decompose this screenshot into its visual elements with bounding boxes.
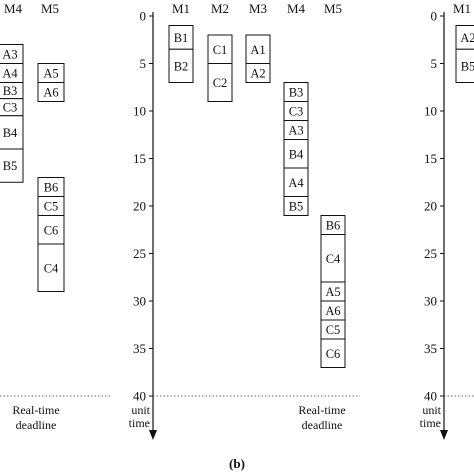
center-job-block-a2 xyxy=(245,63,271,83)
center-tick-label-0: 0 xyxy=(140,9,147,24)
center-tick-label-40: 40 xyxy=(133,389,146,404)
center-job-label-c1: C1 xyxy=(213,43,228,57)
left-job-label-b5: B5 xyxy=(3,159,18,173)
center-machine-label-m2: M2 xyxy=(211,1,229,16)
left-deadline-label-line2: deadline xyxy=(16,418,57,432)
right-tick-label-0: 0 xyxy=(431,9,438,24)
left-job-label-a3: A3 xyxy=(2,48,17,62)
left-job-block-c4 xyxy=(37,243,65,292)
center-job-label-a4: A4 xyxy=(288,176,304,190)
right-tick-label-10: 10 xyxy=(424,104,437,119)
center-machine-label-m1: M1 xyxy=(172,1,190,16)
left-job-label-c3: C3 xyxy=(3,101,18,115)
left-job-block-b5 xyxy=(0,148,24,183)
center-tick-label-20: 20 xyxy=(133,199,146,214)
center-job-block-c2 xyxy=(207,63,233,102)
left-job-label-a6: A6 xyxy=(43,86,58,100)
right-machine-label-m1: M1 xyxy=(453,1,471,16)
center-machine-label-m5: M5 xyxy=(324,1,342,16)
left-machine-label-m4: M4 xyxy=(4,1,23,16)
center-job-label-c6: C6 xyxy=(326,347,341,361)
center-deadline-label-line1: Real-time xyxy=(298,403,345,417)
left-machine-label-m5: M5 xyxy=(41,1,59,16)
figure-caption: (b) xyxy=(229,456,245,471)
left-job-block-c6 xyxy=(37,215,65,245)
center-schedule-columns: B1 B2 C1 C2 A1 A2 B3 C3 A3 B4 A4 B5 B6 C4 A5 A6 C5 C6 xyxy=(168,25,346,368)
left-schedule-columns: A3 A4 B3 C3 B4 B5 A5 A6 B6 C5 C6 C4 xyxy=(0,44,65,292)
center-job-block-c6 xyxy=(320,338,346,368)
center-job-block-c1 xyxy=(207,34,233,64)
center-job-label-b5: B5 xyxy=(289,200,304,214)
right-unit-label-line1: unit xyxy=(422,403,441,417)
center-job-label-b4: B4 xyxy=(289,147,304,161)
right-job-block-b5 xyxy=(455,48,474,83)
left-job-label-b3: B3 xyxy=(3,84,18,98)
right-tick-label-25: 25 xyxy=(424,246,437,261)
center-job-block-b4 xyxy=(283,139,309,169)
right-axis-arrowhead xyxy=(440,430,448,440)
right-unit-label-line2: time xyxy=(420,416,441,430)
center-job-label-a3: A3 xyxy=(288,124,303,138)
center-tick-label-25: 25 xyxy=(133,246,146,261)
left-job-label-b6: B6 xyxy=(44,181,59,195)
center-unit-label-line2: time xyxy=(129,416,150,430)
left-job-label-c6: C6 xyxy=(44,223,59,237)
center-job-label-c4: C4 xyxy=(326,252,341,266)
right-tick-label-35: 35 xyxy=(424,341,437,356)
center-job-block-a1 xyxy=(245,34,271,64)
center-axis-arrowhead xyxy=(149,430,157,440)
right-job-label-b5: B5 xyxy=(461,59,474,73)
center-job-label-a6: A6 xyxy=(325,304,340,318)
right-tick-label-5: 5 xyxy=(431,56,438,71)
left-job-label-a5: A5 xyxy=(43,67,58,81)
left-job-label-a4: A4 xyxy=(2,67,18,81)
center-job-block-c4 xyxy=(320,234,346,283)
right-job-label-a2: A2 xyxy=(460,31,474,45)
center-job-label-b1: B1 xyxy=(174,31,189,45)
left-job-block-a6 xyxy=(37,82,65,102)
left-job-label-c4: C4 xyxy=(44,261,59,275)
center-tick-label-15: 15 xyxy=(133,151,146,166)
center-job-label-a5: A5 xyxy=(325,285,340,299)
center-job-label-c2: C2 xyxy=(213,76,228,90)
right-tick-label-20: 20 xyxy=(424,199,437,214)
center-machine-labels: M1 M2 M3 M4 M5 xyxy=(172,1,342,16)
center-machine-label-m4: M4 xyxy=(287,1,306,16)
center-job-block-b2 xyxy=(168,48,194,83)
center-deadline-label-line2: deadline xyxy=(302,418,343,432)
center-job-label-b3: B3 xyxy=(289,86,304,100)
right-tick-label-30: 30 xyxy=(424,294,437,309)
center-job-label-c3: C3 xyxy=(289,105,304,119)
center-tick-label-10: 10 xyxy=(133,104,146,119)
center-job-label-b2: B2 xyxy=(174,59,189,73)
center-job-label-a1: A1 xyxy=(250,43,265,57)
right-schedule-columns: A2 B5 xyxy=(455,25,474,83)
left-panel: M4 M5 A3 A4 B3 C3 B4 B5 A5 A6 B6 C5 C6 C4 Real-time… xyxy=(0,1,110,432)
center-job-label-c5: C5 xyxy=(326,323,341,337)
left-job-label-b4: B4 xyxy=(3,126,18,140)
center-job-label-b6: B6 xyxy=(326,219,341,233)
center-machine-label-m3: M3 xyxy=(249,1,267,16)
center-job-block-b5 xyxy=(283,196,309,216)
center-job-label-a2: A2 xyxy=(250,67,265,81)
left-job-label-c5: C5 xyxy=(44,200,59,214)
center-tick-label-35: 35 xyxy=(133,341,146,356)
center-tick-label-5: 5 xyxy=(140,56,147,71)
center-tick-label-30: 30 xyxy=(133,294,146,309)
center-unit-label-line1: unit xyxy=(131,403,150,417)
left-deadline-label-line1: Real-time xyxy=(12,403,59,417)
right-tick-label-40: 40 xyxy=(424,389,437,404)
right-tick-label-15: 15 xyxy=(424,151,437,166)
